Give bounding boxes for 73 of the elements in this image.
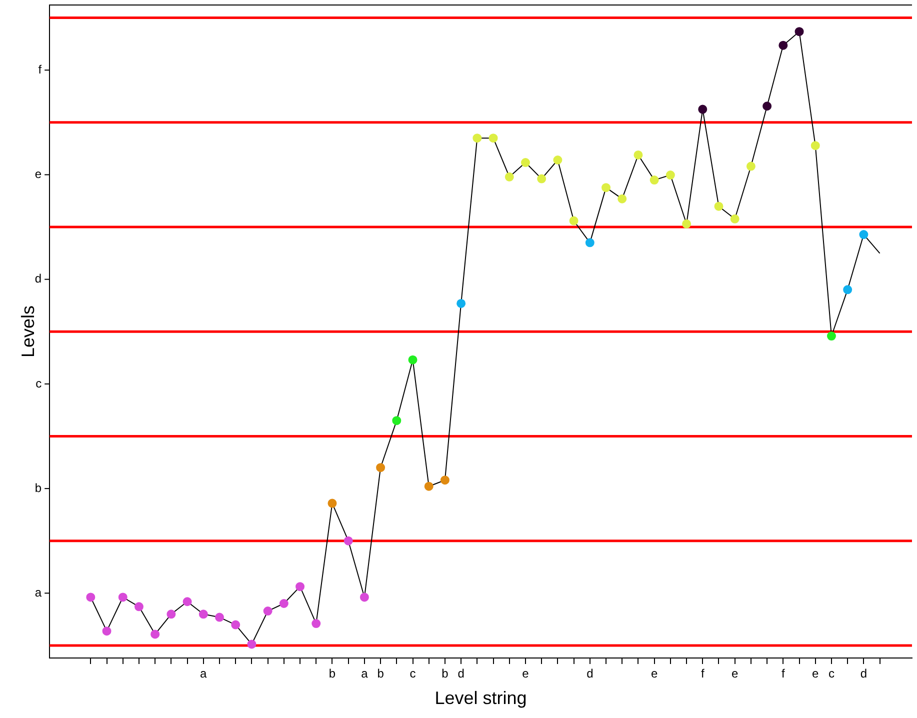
x-tick-label: a	[361, 666, 368, 681]
point	[312, 619, 321, 628]
text: c	[36, 376, 42, 390]
point	[504, 172, 514, 182]
text: f	[38, 62, 42, 76]
x-tick-label: f	[781, 666, 786, 681]
point	[714, 202, 724, 211]
y-axis-title: Levels	[18, 305, 38, 358]
point	[778, 40, 788, 50]
point	[569, 216, 578, 226]
point	[553, 156, 562, 164]
point	[166, 610, 176, 619]
point	[360, 592, 369, 602]
point	[682, 219, 692, 228]
x-tick-label: d	[860, 666, 868, 681]
point	[408, 355, 418, 364]
x-tick-label: e	[732, 666, 739, 681]
text: d	[34, 272, 42, 286]
x-tick-label: c	[410, 666, 416, 681]
point	[520, 158, 530, 168]
point	[231, 620, 240, 630]
x-tick-label: e	[650, 666, 658, 681]
point	[826, 332, 836, 341]
point	[150, 630, 160, 639]
point	[102, 626, 112, 636]
x-tick-label: c	[828, 666, 834, 681]
point	[650, 176, 659, 185]
point	[134, 602, 144, 612]
point	[698, 104, 708, 114]
point	[794, 27, 804, 36]
x-tick-label: e	[522, 666, 530, 681]
point	[472, 134, 482, 143]
point	[585, 238, 594, 248]
point	[263, 606, 272, 616]
x-tick-label: f	[700, 666, 705, 681]
point	[810, 141, 820, 150]
text: b	[34, 480, 42, 495]
point	[296, 582, 305, 592]
text: a	[34, 585, 42, 600]
point	[424, 482, 434, 491]
point	[602, 183, 611, 192]
point	[456, 298, 466, 308]
point	[537, 174, 546, 184]
x-tick-label: e	[812, 666, 820, 681]
point	[328, 498, 337, 508]
x-tick-label: d	[586, 666, 594, 681]
x-tick-label: b	[328, 666, 336, 681]
point	[730, 214, 740, 224]
point	[859, 230, 868, 240]
x-tick-label: b	[442, 666, 449, 681]
point	[182, 597, 192, 606]
x-axis-title: Level string	[434, 688, 527, 708]
point	[247, 640, 256, 649]
point	[376, 463, 386, 472]
point	[344, 536, 353, 546]
point	[488, 134, 498, 143]
point	[392, 416, 402, 426]
text: e	[34, 167, 42, 182]
point	[86, 592, 96, 602]
point	[634, 150, 643, 160]
x-tick-label: d	[458, 666, 464, 681]
point	[118, 592, 128, 602]
point	[618, 194, 627, 204]
point	[746, 162, 756, 171]
point	[279, 599, 288, 608]
point	[215, 612, 224, 622]
x-tick-label: b	[377, 666, 384, 681]
point	[440, 476, 450, 485]
point	[762, 102, 772, 111]
x-tick-label: a	[200, 666, 208, 681]
point	[198, 610, 208, 619]
point	[666, 170, 675, 180]
point	[843, 285, 852, 294]
